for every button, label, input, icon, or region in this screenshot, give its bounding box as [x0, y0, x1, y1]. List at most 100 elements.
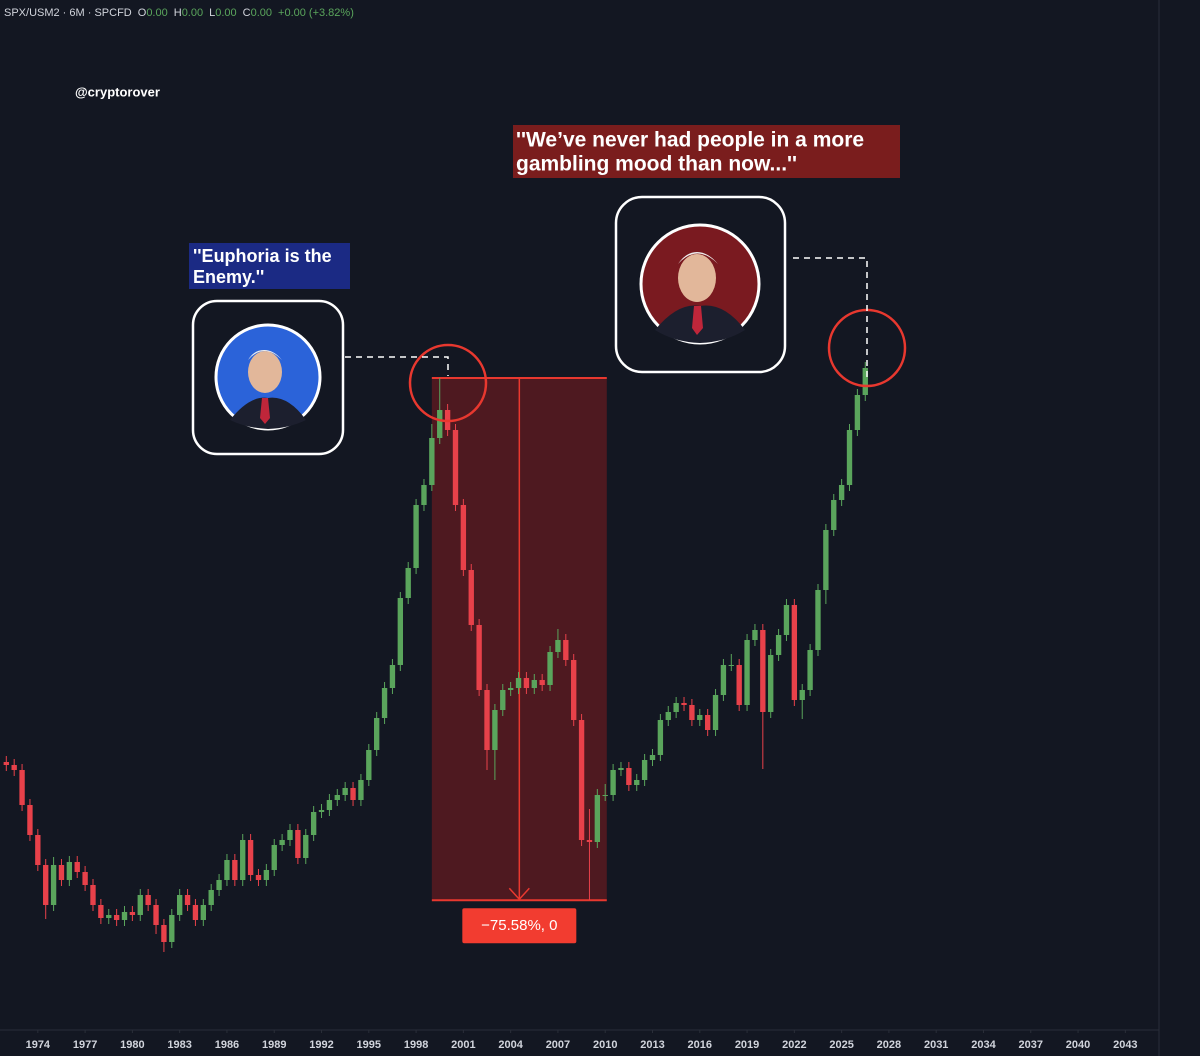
- candle-body: [507, 688, 514, 690]
- x-tick-label: 2043: [1113, 1039, 1137, 1051]
- candle-body: [19, 770, 25, 805]
- x-tick-label: 2034: [971, 1039, 996, 1051]
- x-tick-label: 1995: [357, 1039, 381, 1051]
- candle-body: [176, 895, 183, 915]
- candle-body: [11, 765, 17, 770]
- candle-body: [169, 915, 175, 942]
- avatar-card: [614, 195, 787, 374]
- candle-body: [287, 830, 293, 840]
- candle-body: [602, 795, 608, 796]
- candle-body: [358, 780, 364, 800]
- candle-body: [240, 840, 246, 880]
- candle-body: [712, 695, 719, 730]
- measure-arrowhead: [508, 887, 530, 901]
- candle-body: [768, 655, 774, 712]
- candle-body: [295, 830, 301, 858]
- candle-body: [405, 568, 411, 598]
- candle-body: [161, 925, 167, 942]
- candle-body: [846, 430, 853, 485]
- candle-body: [389, 665, 396, 688]
- quote-background: [189, 243, 350, 289]
- candle-body: [366, 750, 372, 780]
- measure-label-box: [462, 908, 577, 944]
- candle-body: [413, 505, 419, 568]
- x-tick-label: 2016: [688, 1039, 712, 1051]
- candle-body: [397, 598, 404, 665]
- candle-body: [586, 840, 593, 842]
- candle-body: [232, 860, 238, 880]
- candle-body: [854, 395, 861, 430]
- candle-body: [531, 680, 537, 688]
- candle-body: [594, 795, 601, 842]
- candle-body: [783, 605, 790, 635]
- candle-body: [452, 430, 459, 505]
- measure-tool: −75.58%, 0: [431, 377, 607, 944]
- candle-body: [799, 690, 805, 700]
- candle-body: [649, 755, 656, 760]
- candle-body: [578, 720, 585, 840]
- legend-symbol: SPX/USM2 · 6M · SPCFD: [4, 7, 132, 19]
- candle-body: [641, 760, 648, 780]
- candle-body: [374, 718, 380, 750]
- legend-field-value: 0.00: [251, 7, 272, 19]
- legend-field-label: C: [243, 7, 251, 19]
- candle-body: [744, 640, 750, 705]
- candle-body: [153, 905, 159, 925]
- quote-line: ''We’ve never had people in a more: [516, 129, 864, 152]
- avatar-hair: [248, 350, 282, 360]
- quote-line: Enemy.'': [193, 267, 264, 287]
- candle-body: [500, 690, 506, 710]
- candle-body: [571, 660, 577, 720]
- candle-body: [145, 895, 151, 905]
- candle-body: [736, 665, 742, 705]
- x-tick-label: 1992: [309, 1039, 333, 1051]
- legend-text: SPX/USM2 · 6M · SPCFD O0.00 H0.00 L0.00 C0.0…: [4, 7, 354, 19]
- x-tick-label: 2031: [924, 1039, 948, 1051]
- x-tick-label: 2013: [640, 1039, 664, 1051]
- candle-body: [523, 678, 530, 688]
- quote-line: gambling mood than now...'': [516, 153, 797, 176]
- candle-body: [43, 865, 49, 905]
- candle-body: [82, 872, 88, 885]
- candle-body: [815, 590, 821, 650]
- candle-body: [3, 762, 9, 765]
- candle-body: [200, 905, 206, 920]
- candle-body: [791, 605, 798, 700]
- quote: ''We’ve never had people in a more gambl…: [513, 125, 900, 178]
- candle-body: [775, 635, 782, 655]
- candle-body: [823, 530, 829, 590]
- measure-label: −75.58%, 0: [481, 917, 557, 934]
- x-tick-label: 1986: [215, 1039, 239, 1051]
- candle-body: [657, 720, 664, 755]
- avatar-tie: [692, 306, 703, 335]
- candle-body: [27, 805, 33, 835]
- candle-body: [689, 705, 695, 720]
- candle-body: [271, 845, 277, 870]
- legend-field-value: 0.00: [215, 7, 236, 19]
- quote-line: ''Euphoria is the: [193, 246, 332, 266]
- candle-body: [476, 625, 482, 690]
- candle-body: [334, 795, 340, 800]
- candle-body: [208, 890, 214, 905]
- quote-background: [513, 125, 900, 178]
- candle-body: [381, 688, 388, 718]
- candle-body: [610, 770, 616, 795]
- candle-body: [673, 703, 679, 712]
- candle-body: [720, 665, 727, 695]
- watermark: @cryptorover: [75, 84, 160, 99]
- candle-body: [90, 885, 96, 905]
- legend-field-label: H: [174, 7, 182, 19]
- candle-body: [326, 800, 333, 810]
- candle-body: [303, 835, 309, 858]
- candle-body: [113, 915, 120, 920]
- x-tick-label: 1983: [167, 1039, 191, 1051]
- candle-body: [484, 690, 490, 750]
- candle-body: [310, 812, 317, 835]
- candle-body: [247, 840, 254, 875]
- candle-body: [563, 640, 569, 660]
- candle-body: [515, 678, 522, 688]
- candle-body: [862, 368, 868, 395]
- candle-body: [137, 895, 143, 915]
- candles: [3, 362, 868, 952]
